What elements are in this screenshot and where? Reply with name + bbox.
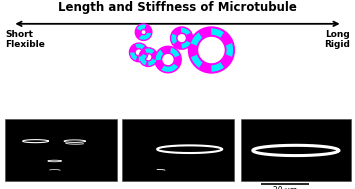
- Bar: [241, 119, 351, 181]
- Circle shape: [142, 51, 155, 64]
- Circle shape: [158, 50, 178, 69]
- Circle shape: [132, 46, 145, 59]
- Circle shape: [138, 27, 149, 38]
- Text: 20 μm: 20 μm: [273, 186, 297, 189]
- Circle shape: [174, 30, 190, 46]
- Text: Short
Flexible: Short Flexible: [5, 30, 45, 49]
- Text: Length and Stiffness of Microtubule: Length and Stiffness of Microtubule: [58, 1, 297, 14]
- Bar: [5, 119, 117, 181]
- Bar: [122, 119, 234, 181]
- Circle shape: [193, 32, 230, 68]
- Text: Long
Rigid: Long Rigid: [324, 30, 350, 49]
